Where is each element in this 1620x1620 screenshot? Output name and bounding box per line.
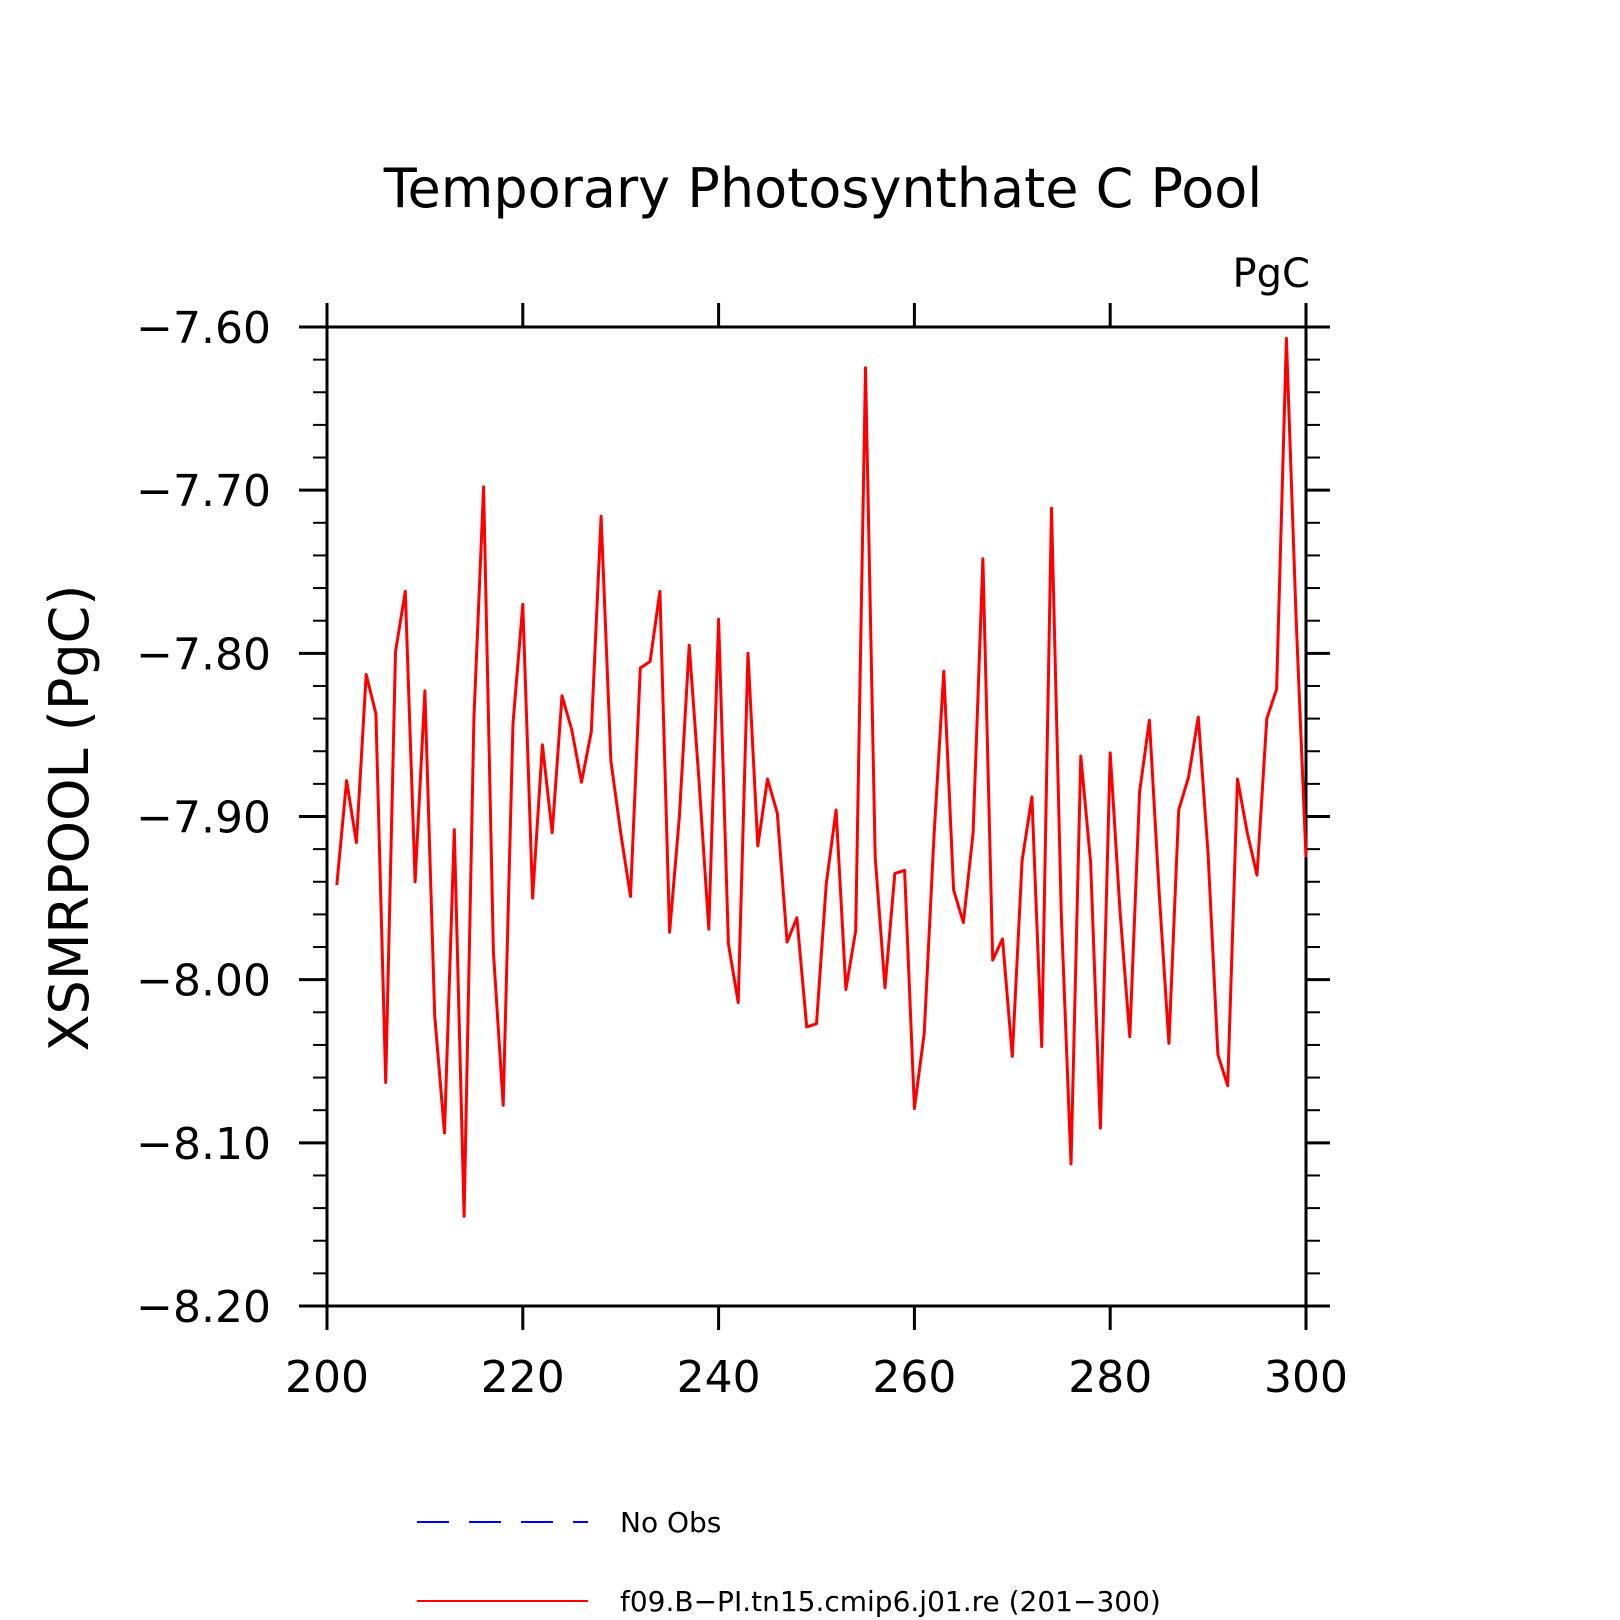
x-tick-label: 200: [285, 1352, 369, 1403]
legend-label-no-obs: No Obs: [620, 1506, 721, 1539]
y-tick-label: −8.00: [136, 956, 271, 1007]
y-axis-title: XSMRPOOL (PgC): [38, 585, 101, 1052]
y-tick-label: −7.60: [136, 303, 271, 354]
data-lines: [335, 336, 1308, 1218]
y-tick-label: −7.90: [136, 793, 271, 844]
x-tick-label: 260: [872, 1352, 956, 1403]
x-tick-label: 300: [1264, 1352, 1348, 1403]
y-tick-label: −8.10: [136, 1119, 271, 1170]
y-tick-label: −8.20: [136, 1282, 271, 1333]
x-tick-label: 280: [1068, 1352, 1152, 1403]
y-tick-label: −7.80: [136, 629, 271, 680]
axes: 200 220 240 260 280 300 −7.60 −7.70 −7.80 −7.90 −8…: [136, 303, 1348, 1403]
plot-frame: [325, 325, 1308, 1308]
legend-label-model-run: f09.B−PI.tn15.cmip6.j01.re (201−300): [620, 1585, 1161, 1618]
y-tick-label: −7.70: [136, 466, 271, 517]
legend: No Obs f09.B−PI.tn15.cmip6.j01.re (201−3…: [417, 1506, 1161, 1618]
series-line: [335, 336, 1308, 1218]
chart-title: Temporary Photosynthate C Pool: [383, 157, 1263, 220]
x-tick-label: 240: [677, 1352, 761, 1403]
units-label: PgC: [1233, 251, 1310, 297]
x-tick-label: 220: [481, 1352, 565, 1403]
